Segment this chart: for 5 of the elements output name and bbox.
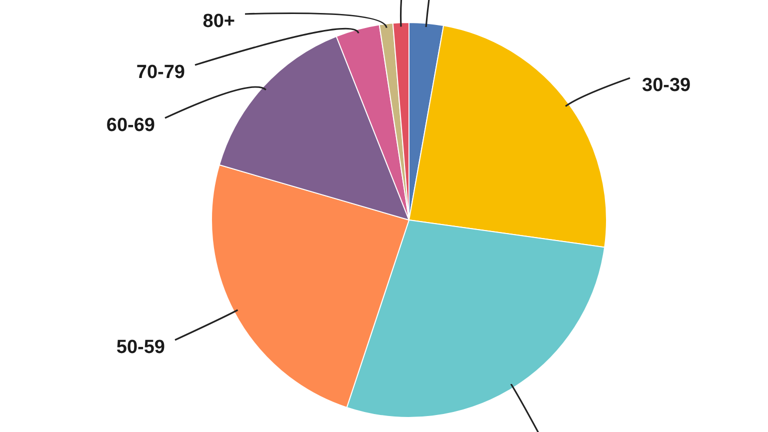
slice-label: 60-69 [106, 115, 155, 136]
slice-label: 30-39 [642, 75, 691, 96]
slice-label: 50-59 [116, 337, 165, 358]
slice-label: 70-79 [136, 62, 185, 84]
slice-label: 80+ [202, 11, 235, 32]
